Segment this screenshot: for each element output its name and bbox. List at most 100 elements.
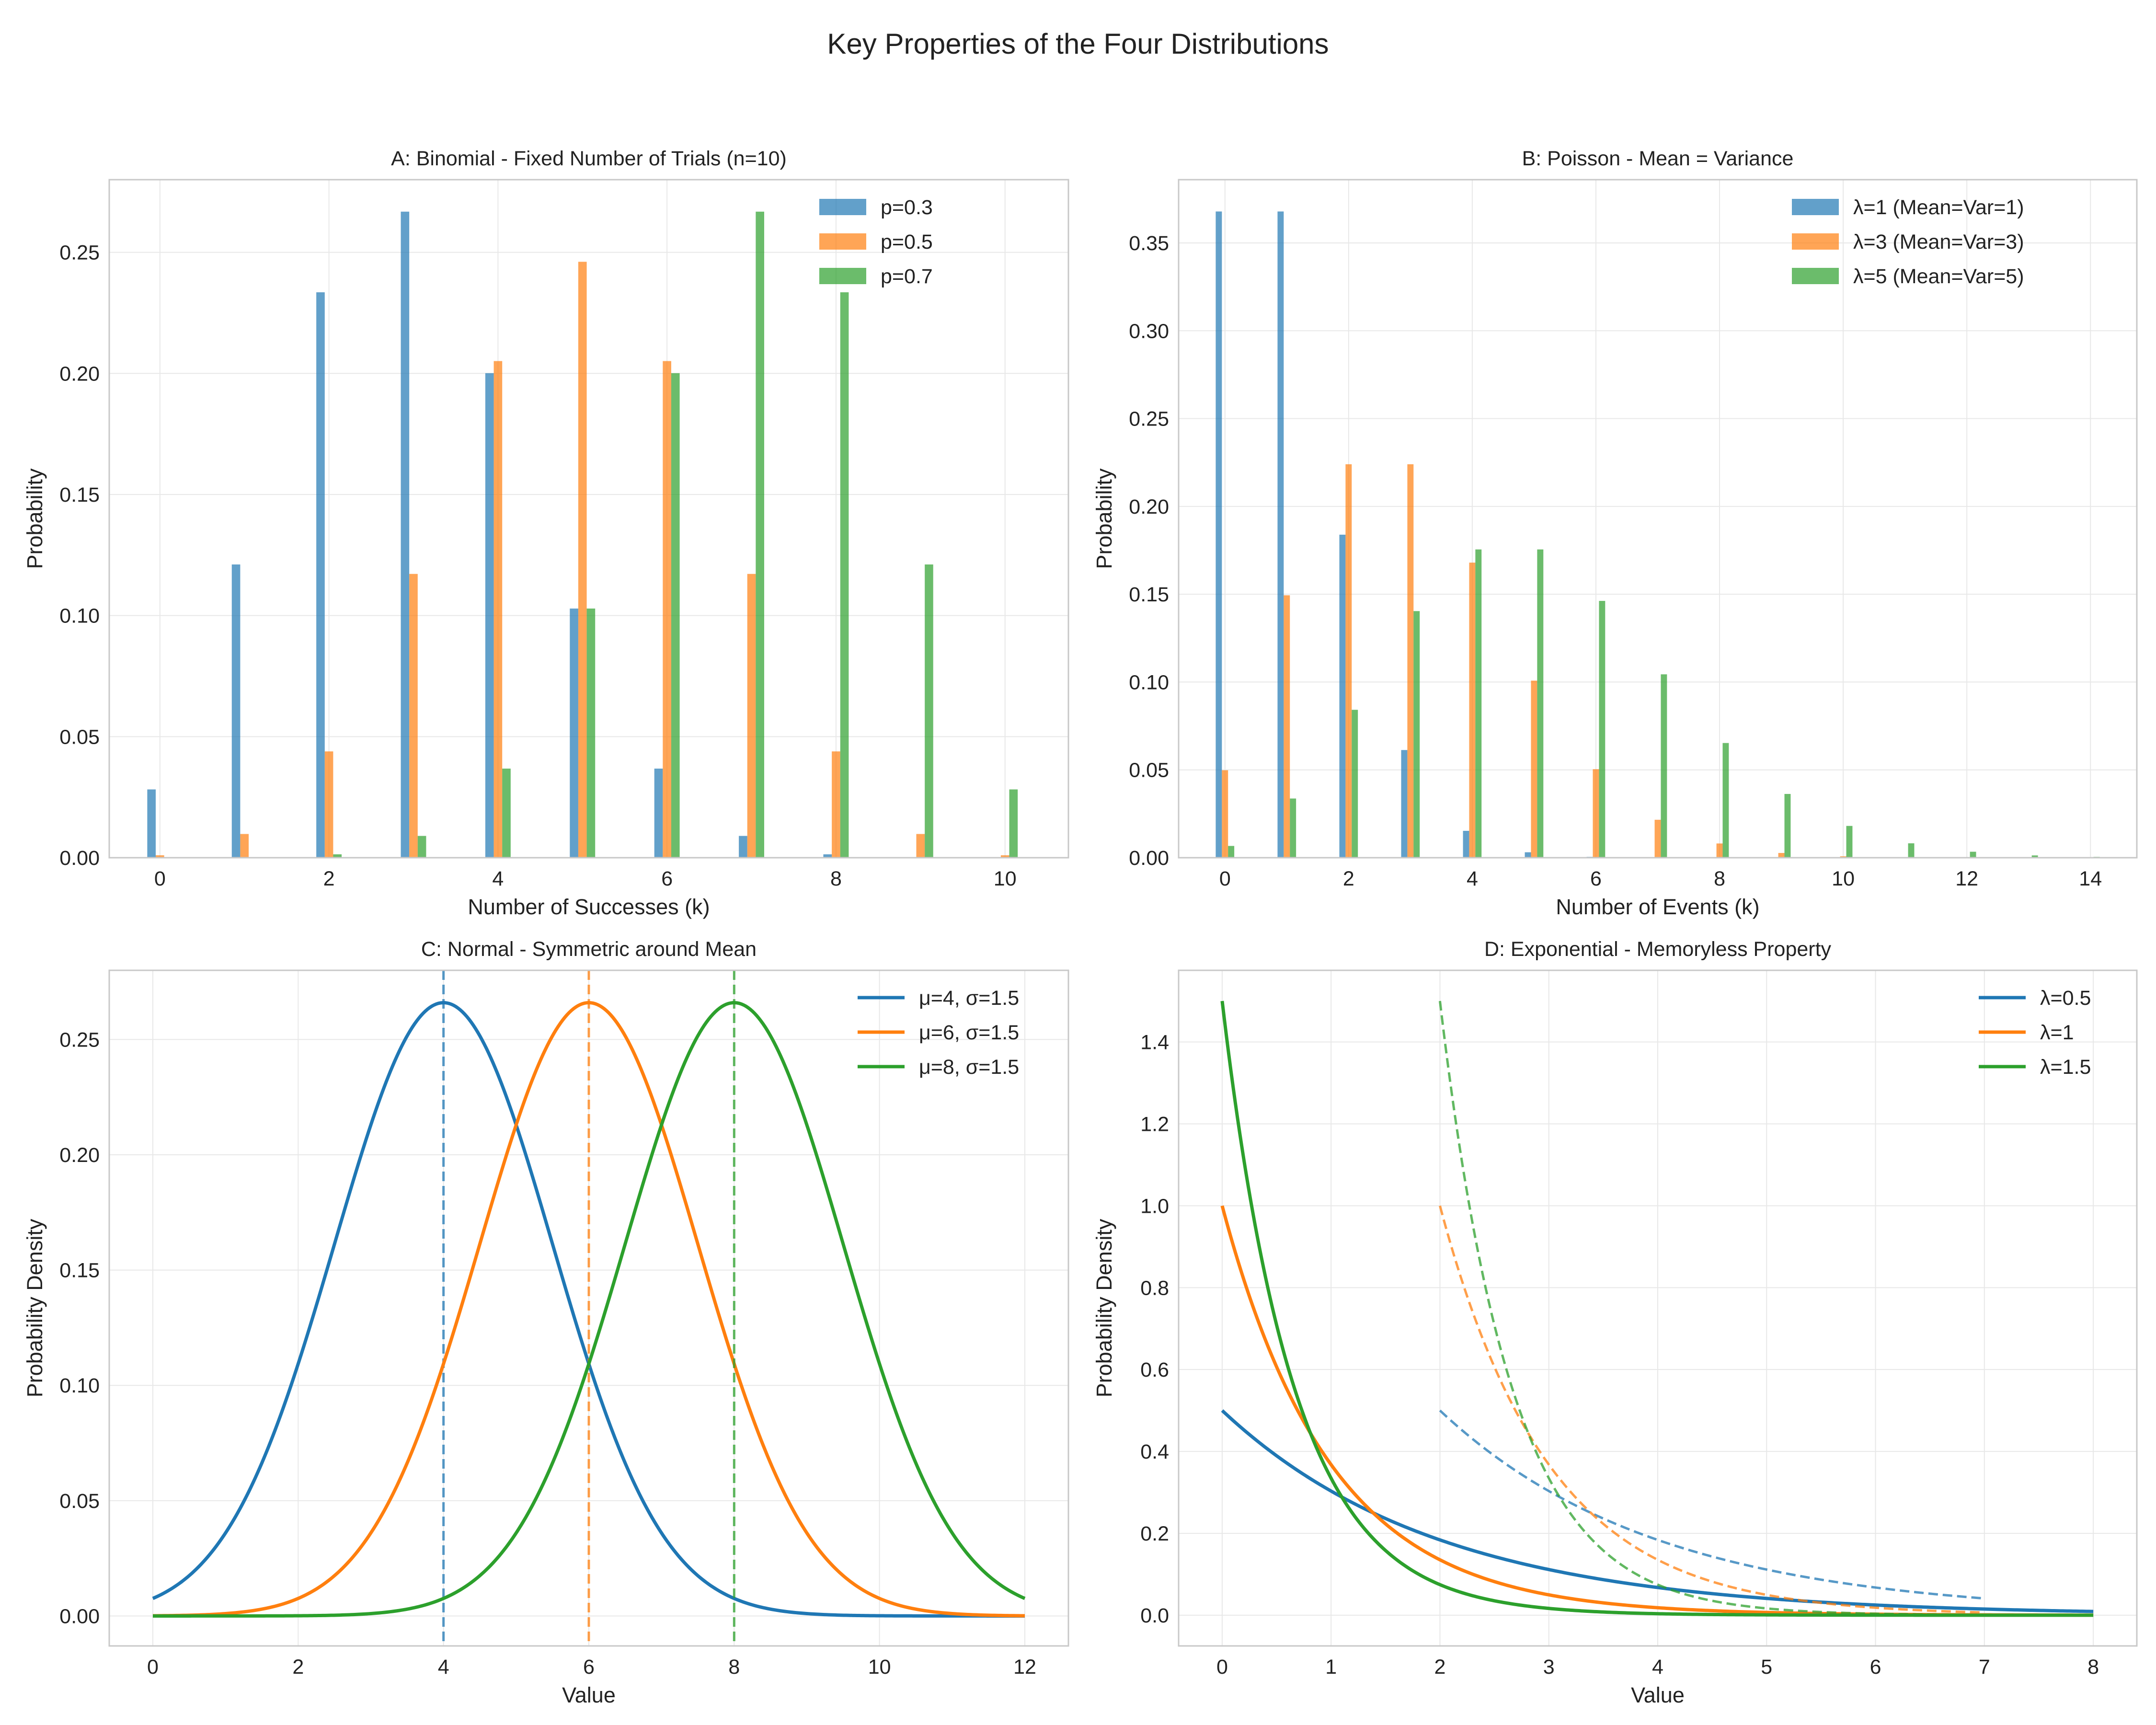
bar bbox=[1661, 674, 1667, 858]
y-tick-label: 0.15 bbox=[59, 1259, 100, 1282]
panel-b-poisson: 0 2 4 6 8 10 12 14 0.00 0.05 0.10 0.15 0.20 0.25 0.30 0… bbox=[1092, 147, 2138, 919]
y-tick-label: 0.05 bbox=[59, 1490, 100, 1513]
panel-title: D: Exponential - Memoryless Property bbox=[1484, 938, 1832, 961]
legend-swatch bbox=[1792, 233, 1839, 250]
bar bbox=[316, 292, 325, 858]
legend-label: λ=0.5 bbox=[2040, 987, 2091, 1010]
shifted-exponential-curve bbox=[1439, 1409, 1985, 1600]
bar bbox=[1654, 819, 1661, 858]
bar bbox=[156, 855, 164, 858]
y-tick-label: 0.00 bbox=[59, 847, 100, 870]
y-tick-label: 0.05 bbox=[59, 725, 100, 748]
y-tick-label: 0.05 bbox=[1129, 759, 1169, 782]
bars bbox=[147, 211, 1018, 858]
bar bbox=[324, 751, 333, 858]
y-tick-label: 0.20 bbox=[1129, 495, 1169, 518]
legend: λ=1 (Mean=Var=1) λ=3 (Mean=Var=3) λ=5 (Mea… bbox=[1792, 196, 2024, 288]
x-tick-label: 6 bbox=[1870, 1656, 1881, 1679]
bar bbox=[493, 361, 503, 858]
bar bbox=[1716, 843, 1723, 858]
x-tick-label: 7 bbox=[1979, 1656, 1990, 1679]
x-tick-label: 4 bbox=[438, 1656, 449, 1679]
bar bbox=[1784, 794, 1791, 858]
bar bbox=[916, 834, 925, 858]
panel-d-exponential: 0 1 2 3 4 5 6 7 8 0.0 0.2 0.4 0.6 0.8 1.0 1.2 1.4 D: Expo… bbox=[1092, 938, 2138, 1707]
bar bbox=[1009, 789, 1018, 858]
legend-label: λ=1.5 bbox=[2040, 1056, 2091, 1079]
y-axis-label: Probability Density bbox=[23, 1219, 47, 1397]
figure-suptitle: Key Properties of the Four Distributions bbox=[827, 28, 1329, 60]
bars bbox=[1216, 211, 2100, 858]
legend-swatch bbox=[819, 268, 866, 284]
y-tick-label: 0.25 bbox=[59, 242, 100, 264]
axes-frame bbox=[108, 179, 1069, 859]
bar bbox=[1599, 601, 1606, 858]
y-tick-label: 0.4 bbox=[1140, 1440, 1169, 1463]
bar bbox=[747, 574, 756, 858]
legend: μ=4, σ=1.5 μ=6, σ=1.5 μ=8, σ=1.5 bbox=[858, 987, 1019, 1079]
bar bbox=[1908, 843, 1915, 858]
bar bbox=[739, 836, 747, 858]
legend-swatch bbox=[819, 199, 866, 215]
x-tick-label: 8 bbox=[2087, 1656, 2099, 1679]
bar bbox=[1228, 846, 1235, 858]
panel-c-normal: 0 2 4 6 8 10 12 0.00 0.05 0.10 0.15 0.20 0.25 C: Norm… bbox=[23, 938, 1069, 1707]
normal-curve bbox=[153, 1001, 1026, 1618]
y-tick-label: 0.00 bbox=[59, 1605, 100, 1628]
y-tick-label: 0.20 bbox=[59, 1144, 100, 1167]
bar bbox=[231, 564, 241, 858]
bar bbox=[823, 854, 832, 858]
x-tick-label: 0 bbox=[1219, 867, 1231, 890]
x-tick-label: 5 bbox=[1761, 1656, 1772, 1679]
panel-title: C: Normal - Symmetric around Mean bbox=[421, 938, 757, 961]
bar bbox=[586, 608, 596, 858]
bar bbox=[1722, 743, 1729, 858]
x-tick-label: 8 bbox=[830, 867, 842, 890]
legend-label: λ=1 bbox=[2040, 1021, 2074, 1044]
x-tick-label: 8 bbox=[728, 1656, 740, 1679]
y-tick-label: 0.25 bbox=[1129, 408, 1169, 431]
bar bbox=[1339, 534, 1346, 858]
x-tick-label: 10 bbox=[1832, 867, 1855, 890]
legend: p=0.3 p=0.5 p=0.7 bbox=[819, 196, 933, 288]
bar bbox=[654, 769, 663, 858]
legend-swatch bbox=[1792, 268, 1839, 284]
x-tick-label: 0 bbox=[154, 867, 166, 890]
bar bbox=[1352, 710, 1358, 858]
bar bbox=[1537, 549, 1544, 858]
x-tick-label: 10 bbox=[868, 1656, 891, 1679]
x-tick-label: 4 bbox=[492, 867, 504, 890]
y-tick-label: 0.20 bbox=[59, 362, 100, 385]
y-tick-label: 0.8 bbox=[1140, 1276, 1169, 1300]
curves bbox=[1220, 1000, 2094, 1617]
x-tick-label: 12 bbox=[1013, 1656, 1036, 1679]
legend-label: μ=4, σ=1.5 bbox=[919, 987, 1019, 1010]
x-tick-label: 2 bbox=[292, 1656, 304, 1679]
x-tick-label: 3 bbox=[1543, 1656, 1555, 1679]
bar bbox=[1525, 852, 1531, 858]
bar bbox=[1463, 830, 1469, 858]
y-axis-label: Probability Density bbox=[1092, 1219, 1116, 1397]
y-axis-label: Probability bbox=[1092, 468, 1116, 569]
x-tick-label: 14 bbox=[2079, 867, 2102, 890]
shifted-exponential-curve bbox=[1438, 1000, 1984, 1616]
bar bbox=[417, 836, 426, 858]
bar bbox=[409, 574, 418, 858]
y-tick-label: 0.0 bbox=[1140, 1604, 1169, 1627]
legend-label: λ=1 (Mean=Var=1) bbox=[1853, 196, 2024, 219]
bar bbox=[1401, 750, 1408, 858]
legend-label: λ=5 (Mean=Var=5) bbox=[1853, 265, 2024, 288]
y-tick-label: 0.10 bbox=[59, 1374, 100, 1397]
x-tick-label: 12 bbox=[1955, 867, 1978, 890]
x-tick-label: 2 bbox=[1343, 867, 1354, 890]
y-tick-label: 0.10 bbox=[59, 605, 100, 628]
bar bbox=[1277, 211, 1284, 858]
y-tick-label: 0.10 bbox=[1129, 671, 1169, 694]
bar bbox=[1284, 595, 1290, 858]
x-tick-label: 8 bbox=[1714, 867, 1725, 890]
bar bbox=[1345, 464, 1352, 858]
x-tick-label: 10 bbox=[994, 867, 1017, 890]
x-axis-label: Number of Successes (k) bbox=[468, 895, 710, 919]
x-tick-label: 0 bbox=[1216, 1656, 1228, 1679]
bar bbox=[240, 834, 249, 858]
